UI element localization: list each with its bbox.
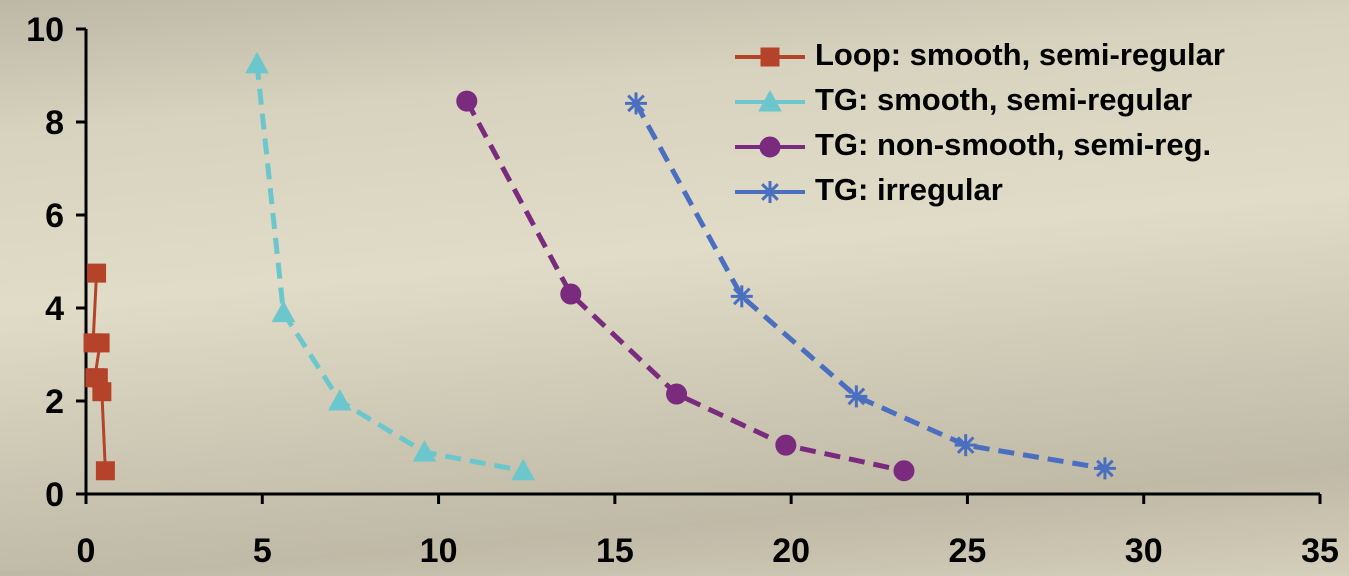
x-tick-label: 25: [949, 532, 987, 570]
marker: [329, 390, 351, 410]
marker: [457, 91, 477, 111]
y-tick-label: 6: [45, 197, 64, 235]
marker: [96, 462, 114, 480]
marker: [93, 383, 111, 401]
legend-label: TG: smooth, semi-regular: [815, 82, 1192, 117]
page: {"chart_data": {"type": "line", "xlim": …: [0, 0, 1349, 571]
marker: [955, 434, 977, 456]
marker: [272, 302, 294, 322]
marker: [512, 460, 534, 480]
marker: [246, 53, 268, 73]
legend-marker: [759, 181, 781, 203]
y-tick-label: 8: [45, 104, 64, 142]
x-tick-label: 20: [772, 532, 810, 570]
x-tick-label: 5: [253, 532, 272, 570]
x-tick-label: 30: [1125, 532, 1163, 570]
x-tick-label: 10: [420, 532, 458, 570]
y-tick-label: 2: [45, 383, 64, 421]
marker: [667, 384, 687, 404]
marker: [88, 264, 106, 282]
legend-label: TG: irregular: [815, 172, 1003, 207]
legend-label: Loop: smooth, semi-regular: [815, 37, 1225, 72]
marker: [845, 385, 867, 407]
legend-label: TG: non-smooth, semi-reg.: [815, 127, 1211, 162]
marker: [776, 435, 796, 455]
y-tick-label: 0: [45, 476, 64, 514]
marker: [91, 334, 109, 352]
marker: [561, 284, 581, 304]
marker: [1094, 457, 1116, 479]
y-tick-label: 4: [45, 290, 64, 328]
marker: [625, 92, 647, 114]
series-line: [257, 64, 523, 471]
legend-marker: [761, 48, 779, 66]
chart: 0 2 4 6 8 10 0 5 10 15 20 25 30 35 Loop: smooth, semi-…: [0, 0, 1349, 571]
marker: [894, 461, 914, 481]
x-tick-label: 15: [596, 532, 634, 570]
marker: [731, 285, 753, 307]
x-tick-label: 0: [77, 532, 96, 570]
x-tick-label: 35: [1301, 532, 1339, 570]
y-tick-label: 10: [26, 11, 64, 49]
legend-marker: [760, 137, 780, 157]
